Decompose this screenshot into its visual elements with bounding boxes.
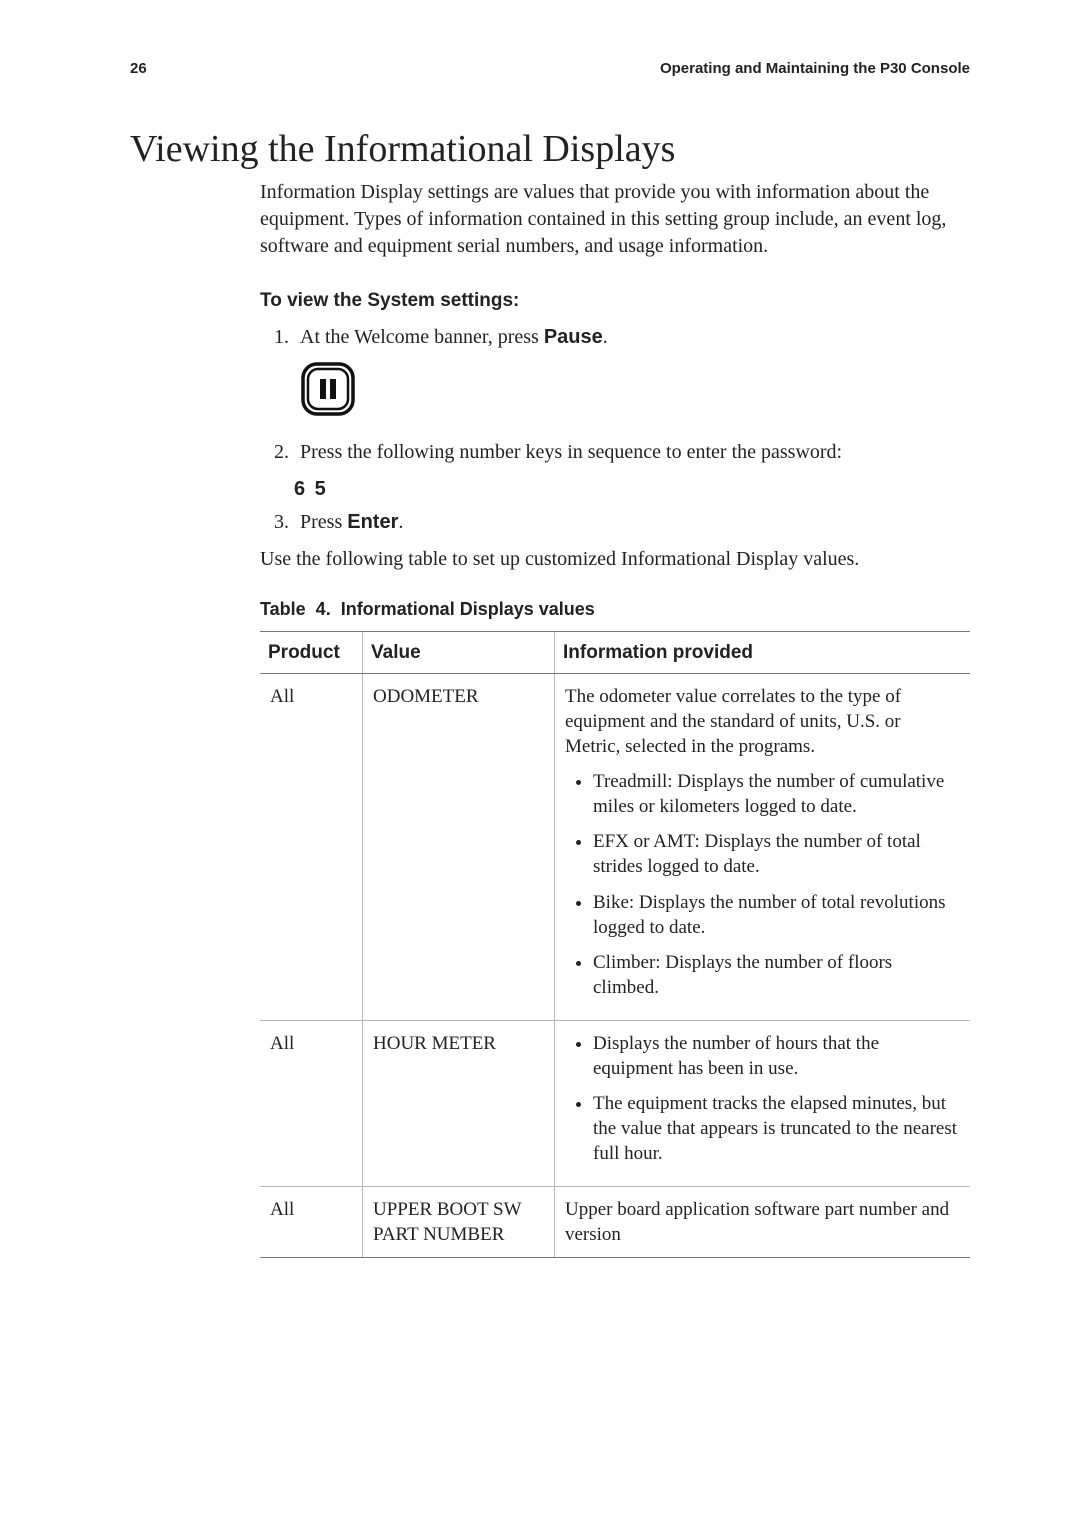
table-header-row: Product Value Information provided (260, 631, 970, 673)
step-1-post: . (603, 326, 608, 348)
cell-value: UPPER BOOT SW PART NUMBER (363, 1187, 555, 1258)
page-number: 26 (130, 60, 147, 77)
password: 6 5 (294, 476, 970, 503)
cell-info: The odometer value correlates to the typ… (555, 674, 971, 1021)
step-1-bold: Pause (544, 326, 603, 348)
col-product: Product (260, 631, 363, 673)
table-row: All HOUR METER Displays the number of ho… (260, 1020, 970, 1186)
list-item: Displays the number of hours that the eq… (593, 1031, 960, 1081)
step-1: At the Welcome banner, press Pause. (294, 324, 970, 351)
steps-list: At the Welcome banner, press Pause. (260, 324, 970, 351)
step-3-pre: Press (300, 511, 347, 533)
info-list: Displays the number of hours that the eq… (565, 1031, 960, 1166)
cell-info: Upper board application software part nu… (555, 1187, 971, 1258)
pause-button-icon (300, 361, 970, 425)
body-content: Information Display settings are values … (260, 179, 970, 1258)
page-header: 26 Operating and Maintaining the P30 Con… (130, 60, 970, 77)
cell-product: All (260, 1020, 363, 1186)
table-caption: Table 4. Informational Displays values (260, 597, 970, 621)
pre-table-text: Use the following table to set up custom… (260, 546, 970, 573)
list-item: Treadmill: Displays the number of cumula… (593, 769, 960, 819)
section-title: Viewing the Informational Displays (130, 127, 970, 171)
step-1-pre: At the Welcome banner, press (300, 326, 544, 348)
list-item: Climber: Displays the number of floors c… (593, 950, 960, 1000)
col-info: Information provided (555, 631, 971, 673)
cell-product: All (260, 1187, 363, 1258)
list-item: The equipment tracks the elapsed minutes… (593, 1091, 960, 1166)
info-displays-table: Product Value Information provided All O… (260, 631, 970, 1258)
info-lead: The odometer value correlates to the typ… (565, 684, 960, 759)
intro-paragraph: Information Display settings are values … (260, 179, 970, 260)
step-3-post: . (398, 511, 403, 533)
doc-title: Operating and Maintaining the P30 Consol… (660, 60, 970, 77)
step-3-bold: Enter (347, 511, 398, 533)
step-2: Press the following number keys in seque… (294, 439, 970, 466)
cell-product: All (260, 674, 363, 1021)
list-item: EFX or AMT: Displays the number of total… (593, 829, 960, 879)
subheading: To view the System settings: (260, 288, 970, 314)
info-list: Treadmill: Displays the number of cumula… (565, 769, 960, 1000)
cell-info: Displays the number of hours that the eq… (555, 1020, 971, 1186)
list-item: Bike: Displays the number of total revol… (593, 890, 960, 940)
steps-list-cont: Press the following number keys in seque… (260, 439, 970, 466)
table-row: All UPPER BOOT SW PART NUMBER Upper boar… (260, 1187, 970, 1258)
col-value: Value (363, 631, 555, 673)
steps-list-cont2: Press Enter. (260, 509, 970, 536)
cell-value: HOUR METER (363, 1020, 555, 1186)
step-3: Press Enter. (294, 509, 970, 536)
table-row: All ODOMETER The odometer value correlat… (260, 674, 970, 1021)
cell-value: ODOMETER (363, 674, 555, 1021)
